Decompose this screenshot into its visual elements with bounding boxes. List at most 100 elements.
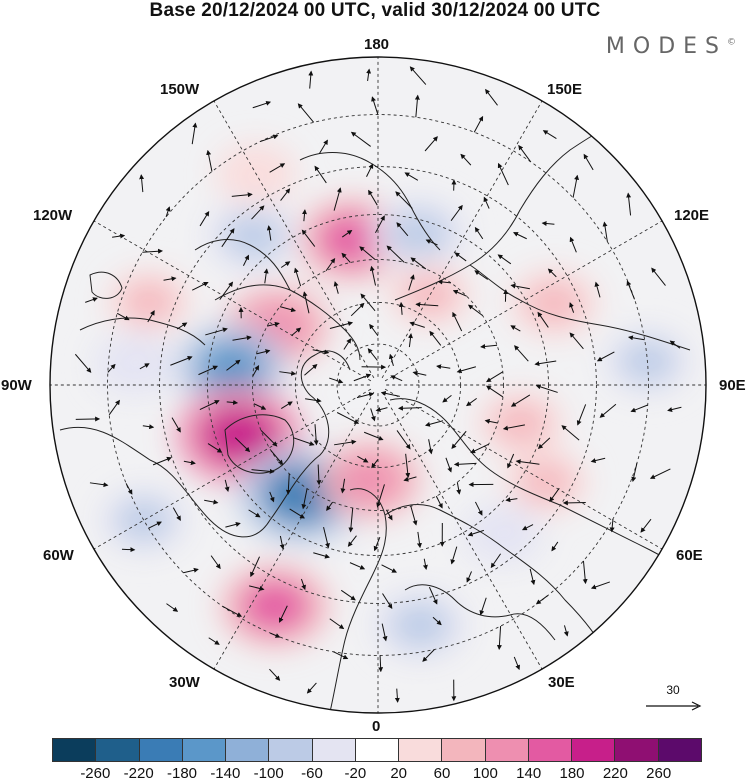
wind-arrow — [437, 279, 451, 285]
colorbar-segment — [615, 739, 659, 761]
reference-arrow-icon — [646, 701, 702, 711]
wind-arrow — [349, 562, 366, 570]
meridian-line — [213, 100, 375, 379]
wind-arrow — [267, 321, 280, 327]
anomaly-core — [108, 343, 162, 384]
lon-label-90e: 90E — [719, 377, 746, 394]
wind-arrow — [551, 541, 559, 552]
wind-arrow — [381, 564, 397, 573]
wind-arrow — [300, 578, 306, 591]
wind-arrow — [410, 257, 427, 270]
wind-arrow — [251, 468, 275, 474]
wind-arrow — [596, 351, 615, 362]
wind-arrow — [415, 302, 439, 308]
anomaly-core — [525, 281, 583, 325]
anomaly-core — [519, 462, 573, 502]
modes-logo: MODES© — [606, 34, 736, 59]
wind-arrow — [602, 221, 608, 242]
wind-arrow — [302, 291, 310, 314]
wind-arrow — [373, 537, 381, 552]
wind-arrow — [378, 655, 384, 673]
wind-arrow — [486, 371, 504, 383]
wind-arrow — [341, 229, 353, 238]
wind-arrow — [510, 283, 530, 290]
lon-label-90w: 90W — [1, 377, 32, 394]
wind-arrow — [166, 603, 179, 612]
reference-vector: 30 — [640, 683, 706, 713]
wind-arrow — [563, 625, 569, 637]
wind-arrow — [108, 399, 120, 416]
wind-arrow — [207, 443, 223, 453]
wind-arrow — [631, 462, 638, 483]
anomaly-core — [477, 514, 529, 553]
wind-arrow — [466, 571, 472, 583]
wind-arrow — [513, 656, 520, 671]
wind-arrow — [515, 459, 540, 465]
wind-arrow — [333, 187, 342, 211]
wind-arrow — [456, 482, 462, 495]
reference-vector-label: 30 — [666, 683, 680, 697]
wind-arrow — [510, 325, 521, 332]
wind-arrow — [224, 479, 230, 492]
wind-arrow — [445, 457, 452, 473]
lon-label-30e: 30E — [548, 674, 575, 691]
wind-arrow — [408, 274, 415, 291]
wind-arrow — [206, 149, 213, 172]
anomaly-core — [493, 402, 549, 444]
wind-arrow — [266, 225, 272, 241]
meridian-line — [381, 391, 543, 670]
wind-arrow — [279, 306, 297, 313]
latitude-circle — [252, 259, 504, 511]
wind-arrow — [116, 312, 130, 321]
wind-arrow — [453, 461, 477, 467]
wind-arrow — [485, 88, 498, 106]
wind-arrow — [226, 399, 239, 405]
lon-label-120w: 120W — [33, 207, 73, 224]
wind-arrow — [456, 366, 477, 374]
wind-arrow — [165, 206, 171, 218]
graticule — [50, 57, 706, 713]
wind-arrow — [436, 364, 451, 370]
wind-arrow — [535, 384, 558, 393]
wind-arrow — [410, 506, 418, 526]
wind-arrow — [510, 394, 531, 407]
wind-arrow — [404, 172, 419, 181]
wind-arrow — [651, 267, 666, 286]
wind-arrow — [74, 353, 92, 373]
wind-arrow — [486, 385, 504, 398]
colorbar-tick-label: 60 — [433, 765, 451, 782]
wind-arrow — [121, 547, 136, 553]
wind-arrow — [394, 688, 400, 703]
wind-arrow — [452, 311, 463, 332]
wind-arrow — [252, 364, 260, 377]
wind-arrow — [172, 507, 181, 521]
wind-arrow — [403, 476, 417, 482]
colorbar-segment — [528, 739, 573, 761]
wind-arrow — [507, 453, 515, 469]
wind-arrow — [139, 174, 145, 193]
wind-arrow — [163, 276, 177, 282]
wind-arrow — [479, 597, 487, 616]
colorbar-tick-label: -20 — [344, 765, 367, 782]
latitude-circle — [107, 114, 649, 656]
colorbar-segment — [269, 739, 313, 761]
wind-arrow — [371, 96, 379, 115]
wind-arrow — [422, 558, 428, 570]
wind-arrow — [424, 136, 438, 152]
wind-arrow — [395, 191, 413, 209]
wind-arrow — [569, 302, 575, 313]
wind-arrow — [314, 165, 327, 184]
wind-vectors — [74, 66, 682, 703]
wind-arrow — [480, 343, 498, 349]
wind-arrow — [599, 403, 617, 418]
wind-arrow — [280, 401, 293, 409]
wind-arrow — [253, 403, 267, 410]
wind-arrow — [350, 302, 365, 317]
wind-arrow — [252, 100, 272, 109]
wind-arrow — [199, 400, 220, 411]
wind-arrow — [367, 348, 378, 361]
wind-arrow — [667, 406, 682, 412]
wind-arrow — [325, 257, 336, 271]
wind-arrow — [333, 651, 349, 660]
wind-arrow — [470, 443, 489, 454]
